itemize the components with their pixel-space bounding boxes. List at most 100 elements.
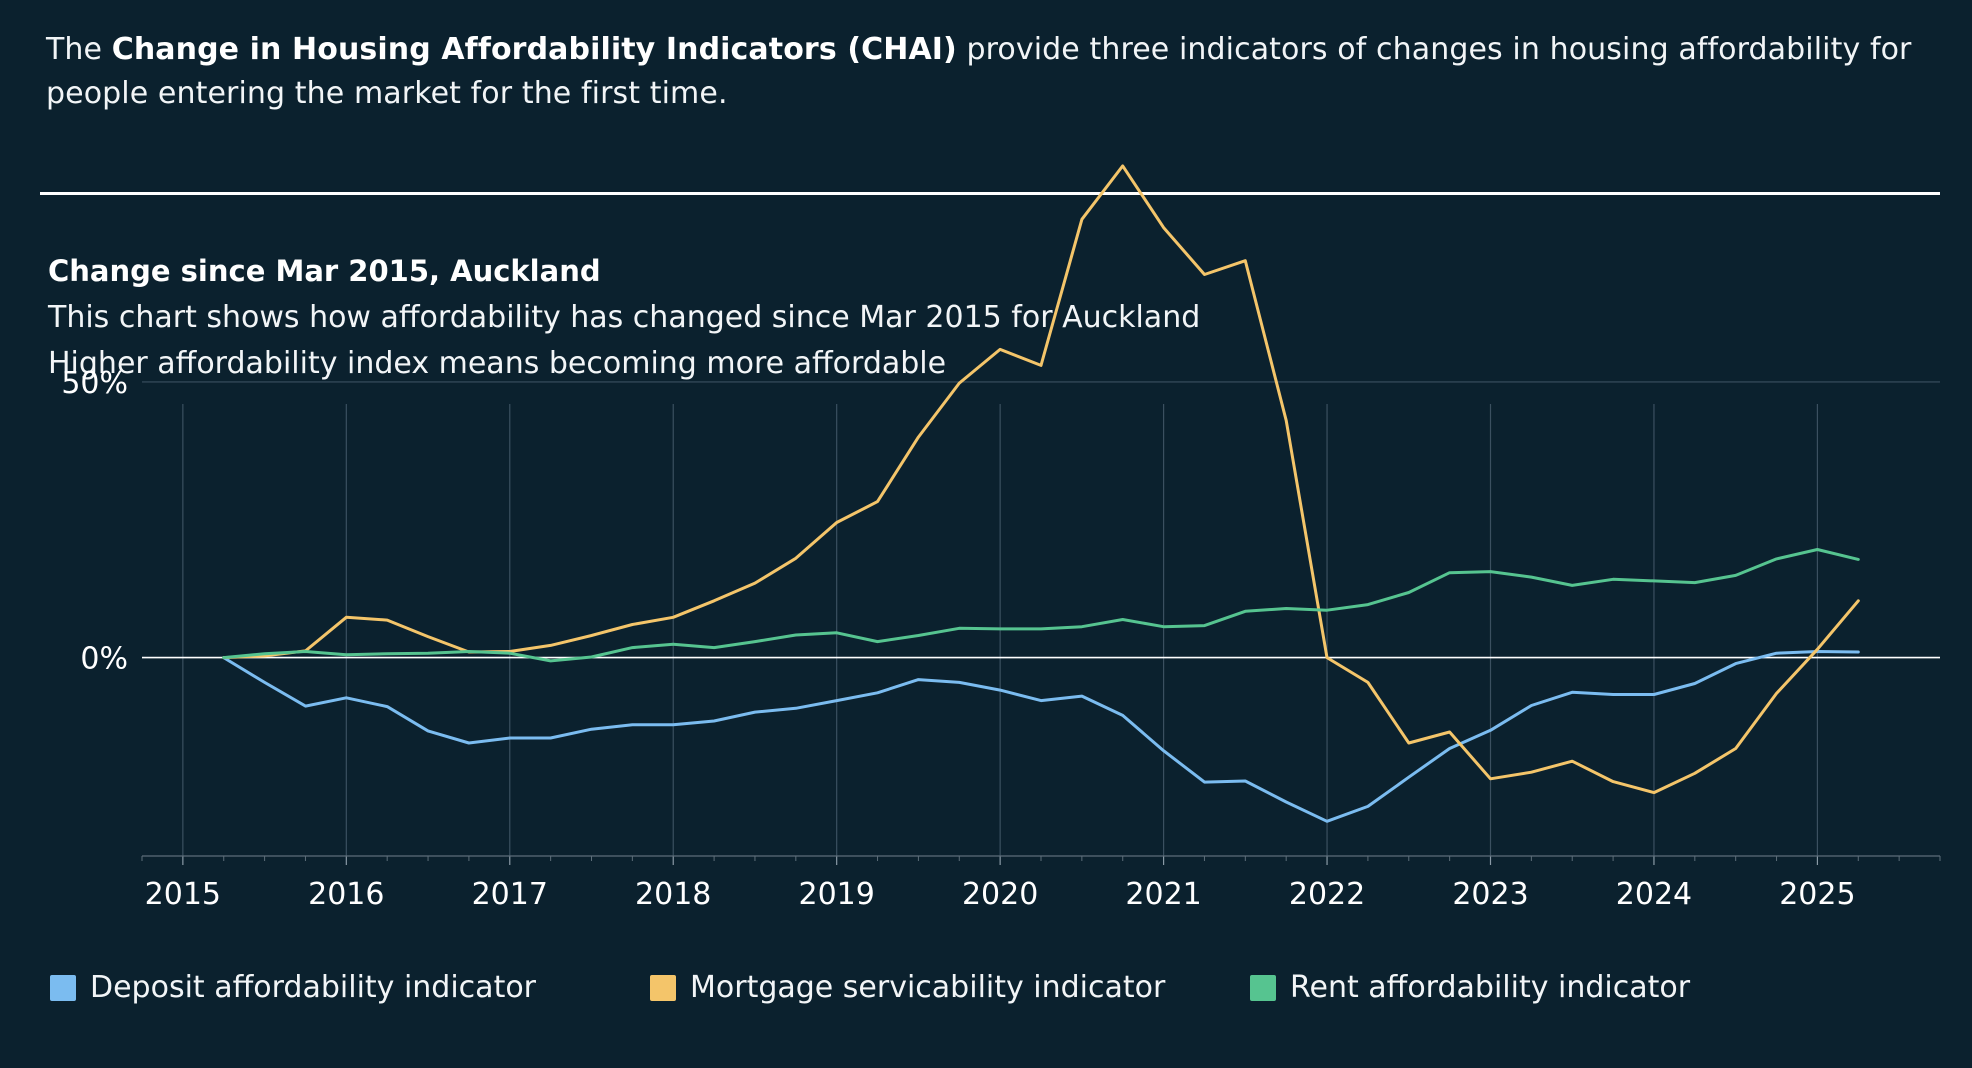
series-1-point-25: [1242, 258, 1248, 264]
series-2-point-10: [629, 645, 635, 651]
series-0-point-32: [1528, 703, 1534, 709]
series-0-point-21: [1079, 693, 1085, 699]
series-2-point-27: [1324, 607, 1330, 613]
series-0-point-8: [548, 735, 554, 741]
legend-label-rent: Rent affordability indicator: [1290, 970, 1691, 1005]
series-0-point-5: [425, 728, 431, 734]
legend-swatch-mortgage: [650, 974, 676, 1001]
series-2-point-19: [997, 626, 1003, 632]
series-2-point-12: [711, 645, 717, 651]
series-2-point-18: [956, 625, 962, 631]
series-0-point-4: [384, 704, 390, 710]
legend-item-rent[interactable]: Rent affordability indicator: [1250, 970, 1690, 1005]
series-0-point-10: [629, 722, 635, 728]
y-tick-label-0: 0%: [80, 642, 128, 677]
x-tick-label-2017: 2017: [472, 877, 548, 912]
series-1-point-34: [1610, 779, 1616, 785]
series-2-point-30: [1447, 570, 1453, 576]
series-0-point-24: [1201, 779, 1207, 785]
x-tick-label-2021: 2021: [1125, 877, 1201, 912]
series-1-point-19: [997, 346, 1003, 352]
x-tick-label-2015: 2015: [145, 877, 221, 912]
series-0-point-28: [1365, 803, 1371, 809]
series-1-point-5: [425, 634, 431, 640]
series-1-point-35: [1651, 790, 1657, 796]
grid-layer: [142, 381, 1940, 856]
series-2-point-36: [1692, 580, 1698, 586]
intro-suffix: provide three indicators of changes in h…: [46, 32, 1912, 111]
x-tick-label-2019: 2019: [799, 877, 875, 912]
chart-subtitle-line-2: Higher affordability index means becomin…: [48, 346, 947, 381]
series-1-point-16: [875, 499, 881, 505]
series-1-point-37: [1733, 746, 1739, 752]
legend-swatch-deposit: [50, 974, 76, 1001]
series-2-point-0: [221, 655, 227, 661]
x-tick-label-2023: 2023: [1452, 877, 1528, 912]
series-0-point-9: [589, 726, 595, 732]
series-1-point-21: [1079, 216, 1085, 222]
series-1-point-8: [548, 642, 554, 648]
series-2-point-38: [1774, 556, 1780, 562]
series-2-point-5: [425, 650, 431, 656]
series-layer: [221, 163, 1861, 823]
series-2-point-14: [793, 632, 799, 638]
legend-label-deposit: Deposit affordability indicator: [90, 970, 537, 1005]
series-0-point-19: [997, 687, 1003, 693]
series-1-point-33: [1569, 758, 1575, 764]
series-2-point-8: [548, 658, 554, 664]
series-0-point-35: [1651, 691, 1657, 697]
series-2-point-39: [1814, 547, 1820, 553]
series-1-point-14: [793, 555, 799, 561]
series-1-point-20: [1038, 362, 1044, 368]
series-2-point-25: [1242, 608, 1248, 614]
series-1-point-31: [1488, 776, 1494, 782]
series-1-point-39: [1814, 646, 1820, 652]
series-2-point-1: [262, 651, 268, 657]
legend: Deposit affordability indicator Mortgage…: [50, 970, 1690, 1005]
series-1-point-40: [1855, 598, 1861, 604]
series-0-point-29: [1406, 774, 1412, 780]
series-0-point-20: [1038, 698, 1044, 704]
x-tick-label-2024: 2024: [1616, 877, 1692, 912]
series-0-point-23: [1161, 748, 1167, 754]
series-2-point-16: [875, 639, 881, 645]
series-1-point-36: [1692, 770, 1698, 776]
series-0-point-17: [915, 677, 921, 683]
series-1-point-15: [834, 520, 840, 526]
series-0-point-3: [343, 695, 349, 701]
series-line-2[interactable]: [222, 548, 1860, 663]
series-2-point-24: [1201, 623, 1207, 629]
series-2-point-35: [1651, 578, 1657, 584]
series-0-point-15: [834, 698, 840, 704]
series-2-point-3: [343, 652, 349, 658]
series-2-point-26: [1283, 606, 1289, 612]
intro-paragraph: The Change in Housing Affordability Indi…: [46, 28, 1926, 116]
series-1-point-29: [1406, 740, 1412, 746]
series-1-point-10: [629, 621, 635, 627]
legend-item-deposit[interactable]: Deposit affordability indicator: [50, 970, 650, 1005]
series-0-point-12: [711, 718, 717, 724]
series-2-point-37: [1733, 572, 1739, 578]
series-2-point-17: [915, 633, 921, 639]
series-1-point-22: [1120, 163, 1126, 169]
series-2-point-20: [1038, 626, 1044, 632]
series-2-point-22: [1120, 617, 1126, 623]
series-1-point-28: [1365, 679, 1371, 685]
x-tick-label-2016: 2016: [308, 877, 384, 912]
line-chart: 2015 2016 2017 2018 2019 2020 2021 2022 2023 2024…: [61, 163, 1941, 912]
series-1-point-32: [1528, 769, 1534, 775]
legend-label-mortgage: Mortgage servicability indicator: [690, 970, 1166, 1005]
series-0-point-33: [1569, 689, 1575, 695]
x-tick-label-2018: 2018: [635, 877, 711, 912]
series-2-point-33: [1569, 582, 1575, 588]
series-0-point-30: [1447, 746, 1453, 752]
series-0-point-31: [1488, 727, 1494, 733]
series-1-point-11: [670, 614, 676, 620]
series-line-0[interactable]: [222, 650, 1860, 823]
legend-item-mortgage[interactable]: Mortgage servicability indicator: [650, 970, 1250, 1005]
series-1-point-9: [589, 633, 595, 639]
series-0-point-36: [1692, 680, 1698, 686]
chart-title: Change since Mar 2015, Auckland: [48, 254, 601, 288]
series-2-point-6: [466, 648, 472, 654]
x-tick-label-2020: 2020: [962, 877, 1038, 912]
